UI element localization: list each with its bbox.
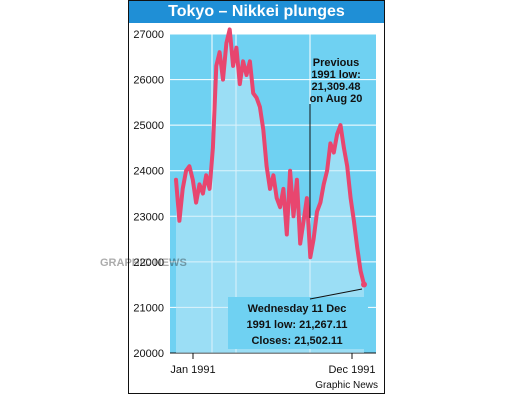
y-tick-label-25000: 25000 <box>133 120 164 132</box>
series-point <box>225 42 228 44</box>
y-tick-label-21000: 21000 <box>133 302 164 314</box>
annotation-prev-low-line: 1991 low: <box>311 69 361 81</box>
series-point <box>353 220 355 222</box>
series-point <box>289 169 291 172</box>
series-point <box>275 197 278 199</box>
credit-label: Graphic News <box>315 380 378 391</box>
series-point <box>285 233 288 236</box>
annotation-dec-line: Wednesday 11 Dec <box>248 303 347 315</box>
x-tick-label-1: Dec 1991 <box>328 364 375 376</box>
series-point <box>178 220 181 222</box>
series-point <box>306 197 308 199</box>
series-point <box>238 83 241 85</box>
series-point <box>296 179 298 181</box>
y-tick-label-24000: 24000 <box>133 166 164 178</box>
series-point <box>259 106 261 108</box>
series-point <box>312 238 315 240</box>
series-point <box>202 192 204 195</box>
series-point <box>228 28 231 31</box>
series-point <box>343 147 345 149</box>
series-point <box>359 270 362 272</box>
series-point <box>205 174 208 177</box>
annotation-prev-low-line: on Aug 20 <box>310 93 363 105</box>
series-point <box>195 201 197 204</box>
series-point <box>235 46 238 49</box>
series-point <box>316 210 318 213</box>
series-point <box>252 92 255 95</box>
series-point <box>282 188 285 190</box>
close-point <box>361 281 367 288</box>
series-point <box>191 179 194 181</box>
series-point <box>332 151 335 154</box>
y-tick-label-26000: 26000 <box>133 75 164 87</box>
series-point <box>326 169 328 172</box>
series-point <box>232 65 234 67</box>
series-point <box>336 133 338 136</box>
series-point <box>255 97 258 99</box>
series-point <box>208 188 211 190</box>
chart-title: Tokyo – Nikkei plunges <box>129 1 384 23</box>
annotation-dec-line: 1991 low: 21,267.11 <box>247 319 348 331</box>
series-point <box>262 128 265 131</box>
series-point <box>181 188 184 190</box>
series-point <box>215 65 218 67</box>
annotation-prev-low-line: 21,309.48 <box>312 81 361 93</box>
annotation-dec-line: Closes: 21,502.11 <box>251 335 342 347</box>
watermark-text: GRAPHIC NEWS <box>100 257 187 269</box>
series-point <box>292 215 295 218</box>
series-point <box>242 60 244 63</box>
series-point <box>279 206 281 208</box>
series-point <box>322 183 325 186</box>
series-point <box>218 51 221 54</box>
y-tick-label-23000: 23000 <box>133 211 164 223</box>
series-point <box>188 165 191 167</box>
x-tick-label-0: Jan 1991 <box>170 364 215 376</box>
series-point <box>265 165 268 167</box>
series-point <box>299 242 302 245</box>
series-point <box>339 124 342 126</box>
series-point <box>272 174 275 177</box>
series-point <box>356 247 359 249</box>
y-tick-label-20000: 20000 <box>133 348 164 360</box>
series-point <box>185 169 187 172</box>
series-point <box>349 197 352 199</box>
annotation-dec-leader <box>309 288 363 300</box>
series-point <box>319 201 322 204</box>
series-point <box>269 188 271 190</box>
series-point <box>175 179 177 181</box>
series-point <box>249 60 251 63</box>
series-point <box>245 74 248 76</box>
series-point <box>212 147 214 149</box>
annotation-dec-bg <box>228 297 368 349</box>
series-shading <box>176 29 364 354</box>
series-point <box>222 78 224 81</box>
series-point <box>302 220 305 222</box>
series-point <box>329 142 332 145</box>
y-tick-label-22000: 22000 <box>133 257 164 269</box>
annotation-prev-low-line: Previous <box>313 57 359 69</box>
series-point <box>198 183 201 186</box>
series-point <box>309 256 312 259</box>
y-tick-label-27000: 27000 <box>133 29 164 41</box>
series-point <box>346 165 349 167</box>
